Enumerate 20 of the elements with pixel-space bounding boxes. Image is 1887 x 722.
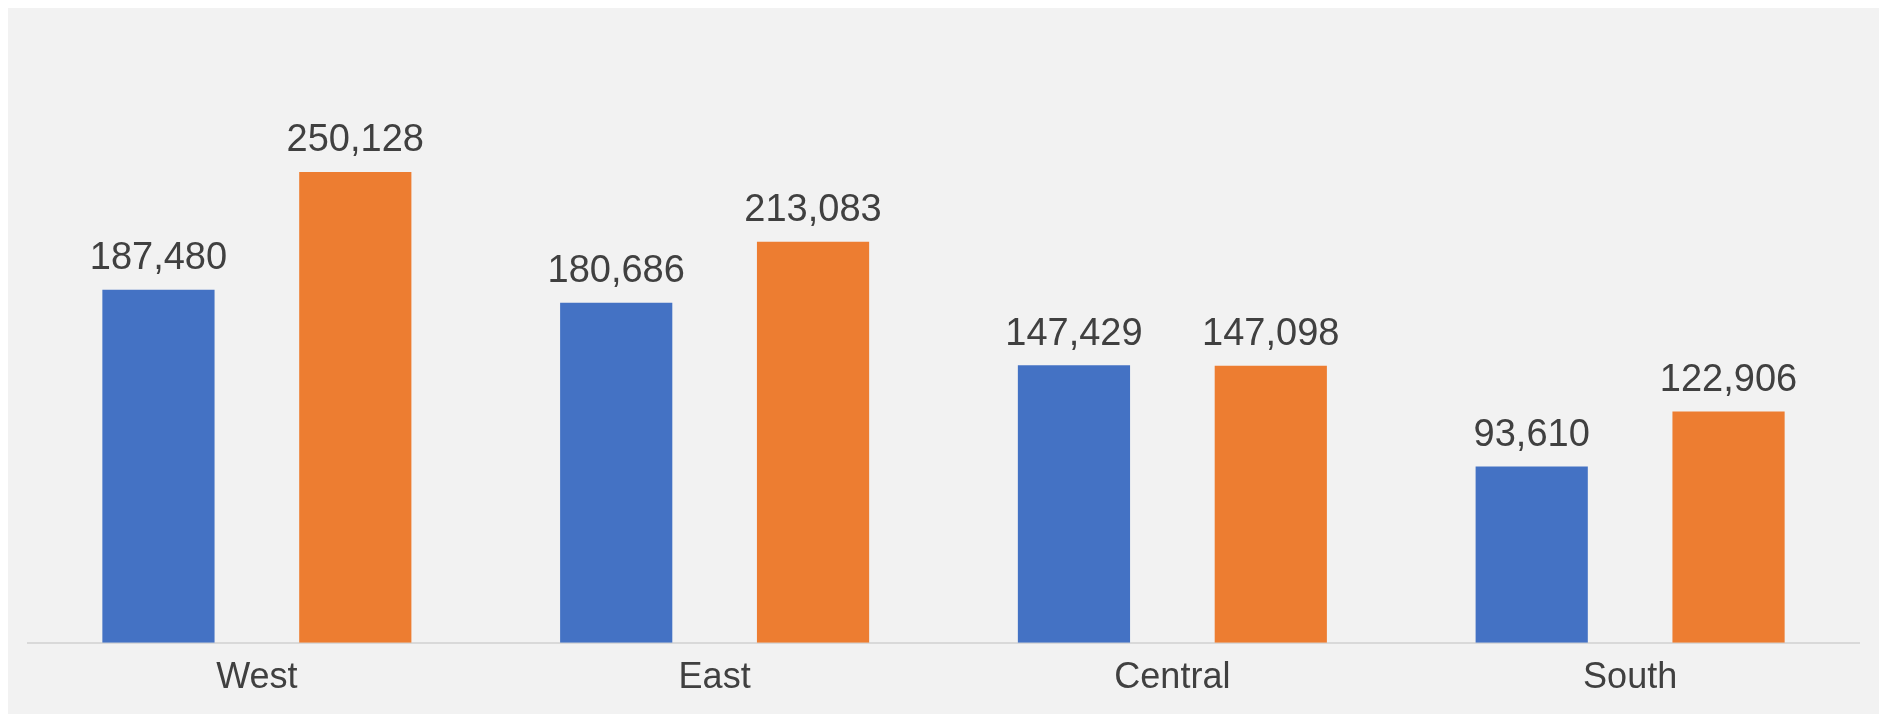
data-label: 93,610 xyxy=(1473,412,1590,455)
bar xyxy=(1475,466,1588,643)
data-label: 213,083 xyxy=(744,187,882,230)
bar xyxy=(299,171,412,643)
bar xyxy=(1672,411,1785,643)
x-tick-label: Central xyxy=(1114,655,1231,697)
data-label: 122,906 xyxy=(1659,356,1798,399)
bar xyxy=(1214,365,1327,643)
x-tick-label: West xyxy=(216,655,298,697)
x-tick-label: South xyxy=(1583,655,1678,697)
bar xyxy=(756,241,870,643)
data-label: 250,128 xyxy=(286,117,424,160)
bar xyxy=(1017,365,1131,643)
bar xyxy=(102,289,215,643)
data-label: 187,480 xyxy=(89,235,228,278)
x-tick-label: East xyxy=(678,655,751,697)
bar xyxy=(560,302,673,643)
data-label: 180,686 xyxy=(547,248,685,291)
data-label: 147,429 xyxy=(1005,310,1143,353)
data-label: 147,098 xyxy=(1202,311,1340,354)
